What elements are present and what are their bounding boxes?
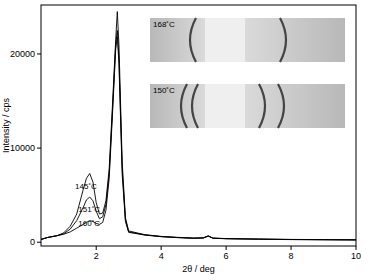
x-tick	[161, 246, 162, 250]
y-axis-label: Intensity / cps	[1, 97, 11, 153]
annotation: 145˚C	[75, 182, 97, 191]
inset-right	[245, 18, 345, 62]
series-line	[41, 12, 356, 240]
series-line	[41, 30, 356, 239]
x-tick	[96, 246, 97, 250]
inset-ring	[259, 84, 265, 128]
y-tick-label: 0	[30, 237, 35, 247]
x-tick-label: 10	[351, 251, 361, 261]
y-tick-label: 10000	[10, 143, 35, 153]
inset-left	[150, 84, 205, 128]
series-line	[41, 37, 356, 240]
inset-left	[150, 18, 205, 62]
inset-label: 168˚C	[153, 20, 175, 29]
y-tick	[37, 148, 41, 149]
annotation: 151˚C	[78, 205, 100, 214]
annotation: 160˚C	[78, 219, 100, 228]
y-tick	[37, 53, 41, 54]
inset: 150˚C	[150, 84, 345, 128]
inset-ring	[181, 84, 187, 128]
x-tick-label: 2	[94, 251, 99, 261]
chart: 2 4 6 8 10 0 10000 20000 2θ / deg Intensity / cps…	[0, 0, 378, 280]
inset-center	[205, 18, 245, 62]
inset-center	[205, 84, 245, 128]
x-tick	[356, 246, 357, 250]
inset-label: 150˚C	[153, 86, 175, 95]
x-tick-label: 8	[289, 251, 294, 261]
inset-ring	[280, 18, 286, 62]
inset-ring	[278, 84, 284, 128]
series-group	[41, 12, 356, 240]
x-tick-label: 4	[159, 251, 164, 261]
x-tick	[291, 246, 292, 250]
inset-right	[245, 84, 345, 128]
inset: 168˚C	[150, 18, 345, 62]
y-tick-label: 20000	[10, 49, 35, 59]
plot-frame	[41, 5, 356, 246]
inset-ring	[192, 84, 198, 128]
x-axis-label: 2θ / deg	[182, 264, 215, 274]
y-tick	[37, 242, 41, 243]
inset-ring	[190, 18, 196, 62]
x-tick	[226, 246, 227, 250]
x-tick-label: 6	[224, 251, 229, 261]
